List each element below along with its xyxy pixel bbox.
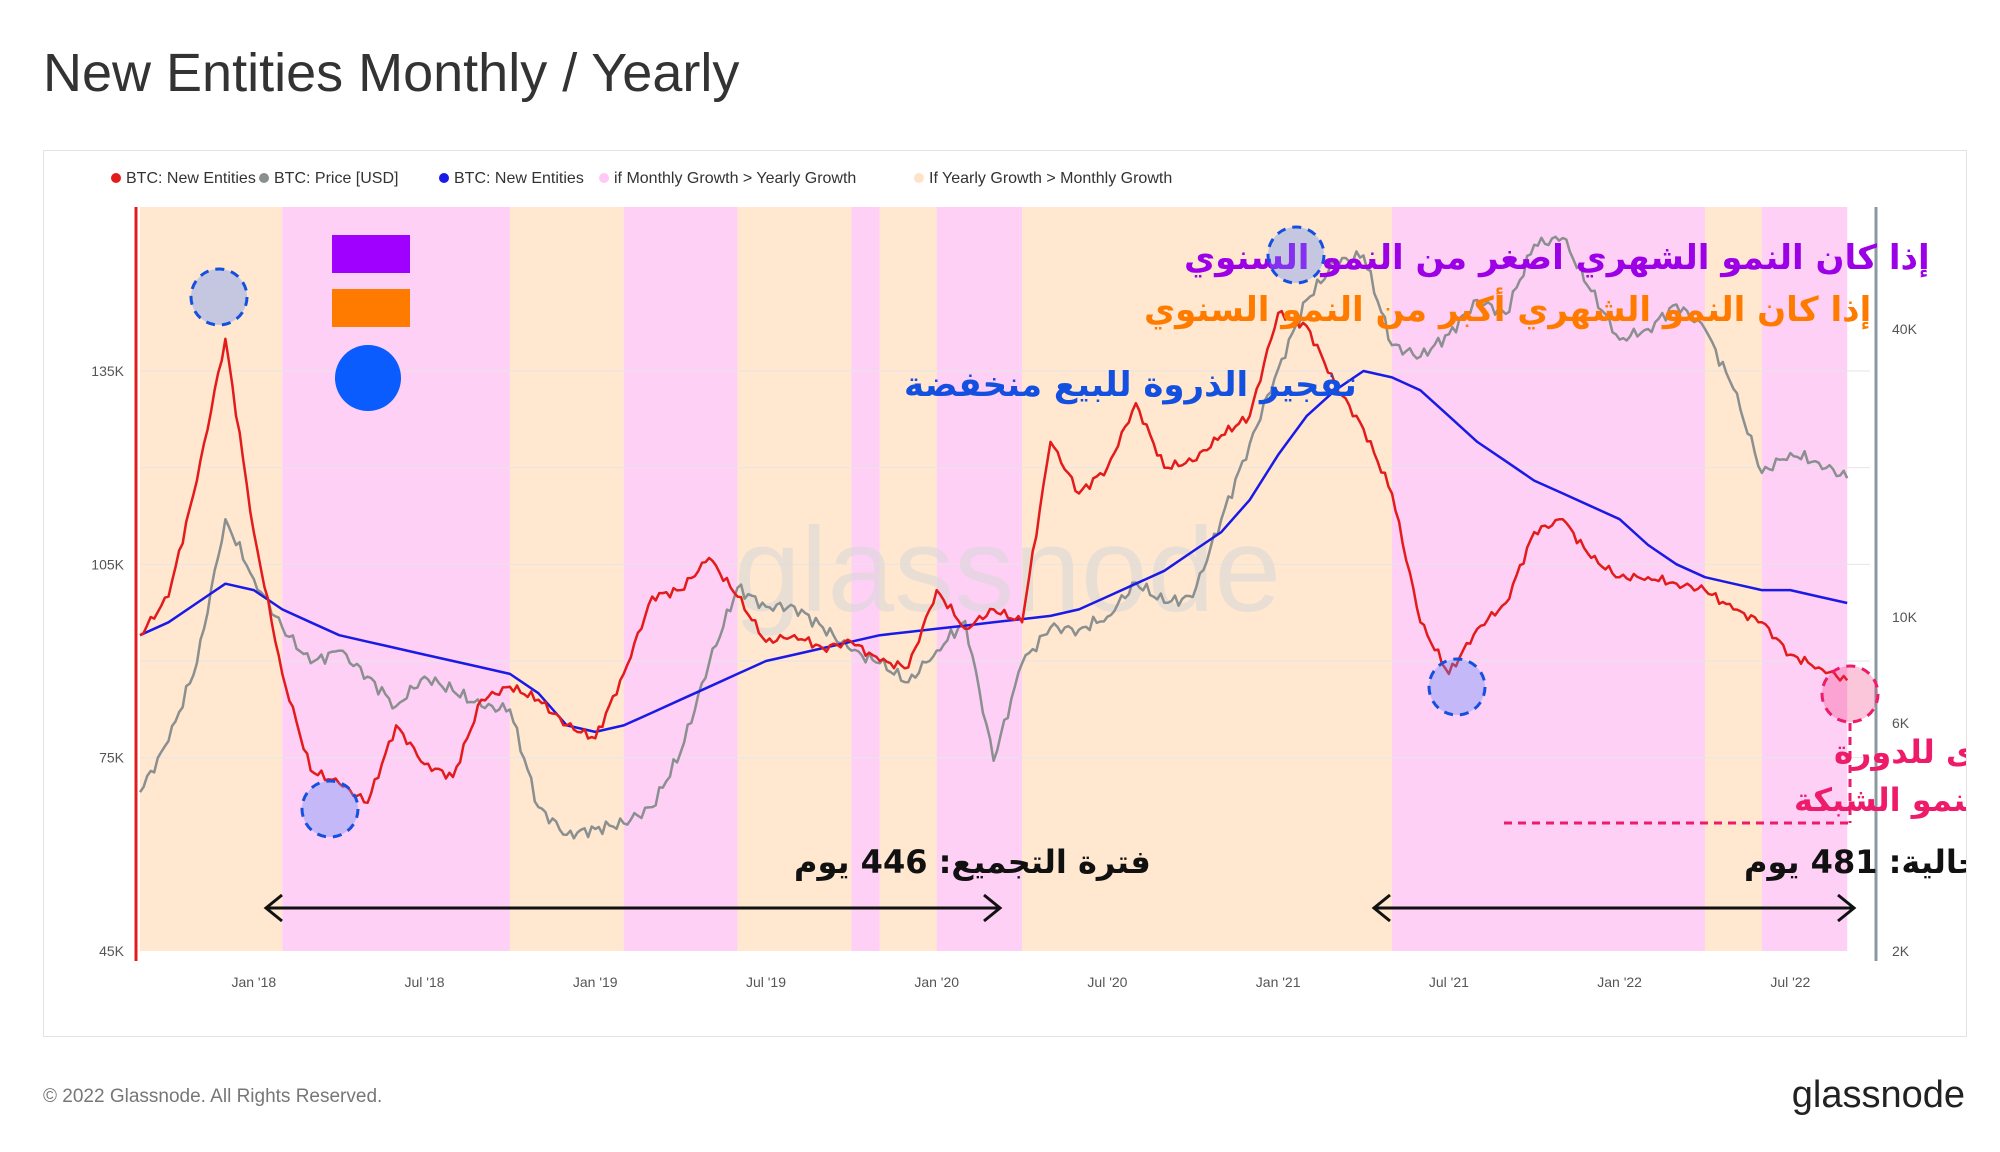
y-right-tick-label: 40K <box>1892 321 1918 337</box>
x-tick-label: Jan '18 <box>231 974 276 990</box>
x-tick-label: Jul '19 <box>746 974 786 990</box>
legend-swatch <box>914 173 924 183</box>
x-tick-label: Jan '21 <box>1256 974 1301 990</box>
y-left-tick-label: 45K <box>99 943 125 959</box>
shading-segment-yearly <box>1022 207 1392 951</box>
chart-panel: 45K 75K 105K 135K 2K 6K 10K 40K Jan '18 Jul '18… <box>43 150 1967 1037</box>
legend: BTC: New Entities BTC: Price [USD] BTC: Ne… <box>111 170 1172 187</box>
y-left-tick-label: 105K <box>91 556 124 572</box>
new-entities-line <box>139 309 1849 805</box>
x-tick-label: Jul '21 <box>1429 974 1469 990</box>
legend-label: If Yearly Growth > Monthly Growth <box>929 170 1172 187</box>
legend-swatch <box>259 173 269 183</box>
left-axis-ticks: 45K 75K 105K 135K <box>91 363 124 959</box>
shading-segment-yearly <box>879 207 937 951</box>
peak-marker-dec17 <box>189 267 249 327</box>
shading-segment-yearly <box>509 207 624 951</box>
grid-lines <box>140 370 1870 759</box>
shading-segment-yearly <box>737 207 852 951</box>
x-tick-label: Jan '20 <box>914 974 959 990</box>
right-axis-ticks: 2K 6K 10K 40K <box>1892 321 1918 959</box>
shading-segment-yearly <box>140 207 283 951</box>
legend-label: if Monthly Growth > Yearly Growth <box>614 170 856 187</box>
series-lines <box>138 235 1849 840</box>
legend-swatch <box>599 173 609 183</box>
shading-segment-monthly <box>1761 207 1848 951</box>
y-left-tick-label: 135K <box>91 363 124 379</box>
x-tick-label: Jul '20 <box>1087 974 1127 990</box>
blue-dot-legend <box>335 345 401 411</box>
price-line <box>138 235 1849 840</box>
cycle-low-label-2: الحالية لنمو الشبكة <box>1794 781 1966 819</box>
new-entities-smooth-line <box>139 369 1848 734</box>
accumulation-period-label: فترة التجميع: 446 يوم <box>794 843 1151 881</box>
copyright-footer: © 2022 Glassnode. All Rights Reserved. <box>43 1086 383 1107</box>
current-period-arrow <box>1371 893 1857 923</box>
annotation-blue: تفجير الذروة للبيع منخفضة <box>904 365 1357 405</box>
legend-swatch <box>111 173 121 183</box>
legend-label: BTC: New Entities <box>454 170 584 187</box>
y-right-tick-label: 10K <box>1892 609 1918 625</box>
purple-swatch <box>332 235 410 273</box>
y-right-tick-label: 2K <box>1892 943 1910 959</box>
y-right-tick-label: 6K <box>1892 715 1910 731</box>
chart-canvas: 45K 75K 105K 135K 2K 6K 10K 40K Jan '18 Jul '18… <box>91 170 1966 990</box>
peak-marker-jan21 <box>1266 225 1326 285</box>
legend-swatch <box>439 173 449 183</box>
shading-segment-monthly <box>282 207 510 951</box>
x-tick-label: Jan '19 <box>573 974 618 990</box>
legend-label: BTC: Price [USD] <box>274 170 398 187</box>
low-marker-jul21 <box>1427 657 1487 717</box>
current-period-label: الفترة الحالية: 481 يوم <box>1744 843 1966 881</box>
page-title: New Entities Monthly / Yearly <box>43 43 740 103</box>
y-left-tick-label: 75K <box>99 750 125 766</box>
x-tick-label: Jan '22 <box>1597 974 1642 990</box>
low-marker-jun18 <box>300 779 360 839</box>
accumulation-arrow <box>263 893 1003 923</box>
x-tick-label: Jul '18 <box>405 974 445 990</box>
brand-logo: glassnode <box>1791 1074 1965 1116</box>
shading-segment-monthly <box>851 207 880 951</box>
x-tick-label: Jul '22 <box>1770 974 1810 990</box>
orange-swatch <box>332 289 410 327</box>
shading-segment-monthly <box>936 207 1023 951</box>
x-axis-ticks: Jan '18 Jul '18 Jan '19 Jul '19 Jan '20 Jul '… <box>231 974 1810 990</box>
growth-shading <box>140 207 1848 951</box>
legend-label: BTC: New Entities <box>126 170 256 187</box>
current-low-marker <box>1820 664 1880 724</box>
annotation-purple: إذا كان النمو الشهري اصغر من النمو السنو… <box>1184 238 1930 278</box>
annotation-orange: إذا كان النمو الشهري أكبر من النمو السنو… <box>1144 287 1871 330</box>
cycle-low-label-1: أدنى مستوى للدورة <box>1834 731 1966 771</box>
shading-segment-monthly <box>623 207 738 951</box>
